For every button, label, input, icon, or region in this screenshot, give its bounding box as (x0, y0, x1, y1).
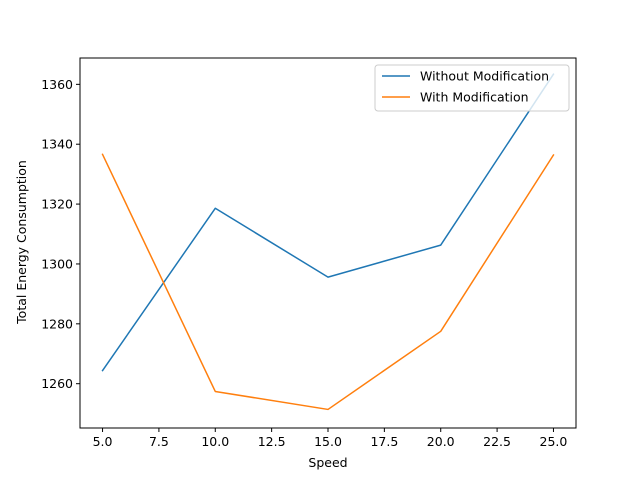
axes-frame (79, 57, 577, 429)
y-tick-label: 1360 (41, 77, 73, 92)
x-axis-label: Speed (308, 455, 347, 470)
x-tick-label: 12.5 (258, 434, 286, 449)
x-tick-label: 15.0 (314, 434, 342, 449)
legend-label: Without Modification (420, 69, 549, 84)
x-tick-label: 20.0 (427, 434, 455, 449)
legend: Without Modification With Modification (374, 64, 570, 112)
series-line-with-modification (101, 153, 555, 411)
legend-label: With Modification (420, 90, 529, 105)
y-tick-label: 1340 (41, 137, 73, 152)
y-tick-label: 1260 (41, 376, 73, 391)
y-axis-label: Total Energy Consumption (14, 160, 29, 325)
series-line-without-modification (101, 73, 555, 372)
x-tick-label: 7.5 (149, 434, 169, 449)
x-tick-label: 25.0 (540, 434, 568, 449)
x-axis-ticks: 5.0 7.5 10.0 12.5 15.0 17.5 20.0 22.5 25.0 (93, 428, 568, 449)
y-tick-label: 1300 (41, 256, 73, 271)
x-tick-label: 22.5 (483, 434, 511, 449)
y-tick-label: 1320 (41, 197, 73, 212)
x-tick-label: 10.0 (201, 434, 229, 449)
x-tick-label: 17.5 (370, 434, 398, 449)
x-tick-label: 5.0 (93, 434, 113, 449)
y-tick-label: 1280 (41, 316, 73, 331)
y-axis-ticks: 1260 1280 1300 1320 1340 1360 (41, 77, 80, 391)
series-lines (101, 73, 555, 411)
legend-box (374, 64, 570, 112)
